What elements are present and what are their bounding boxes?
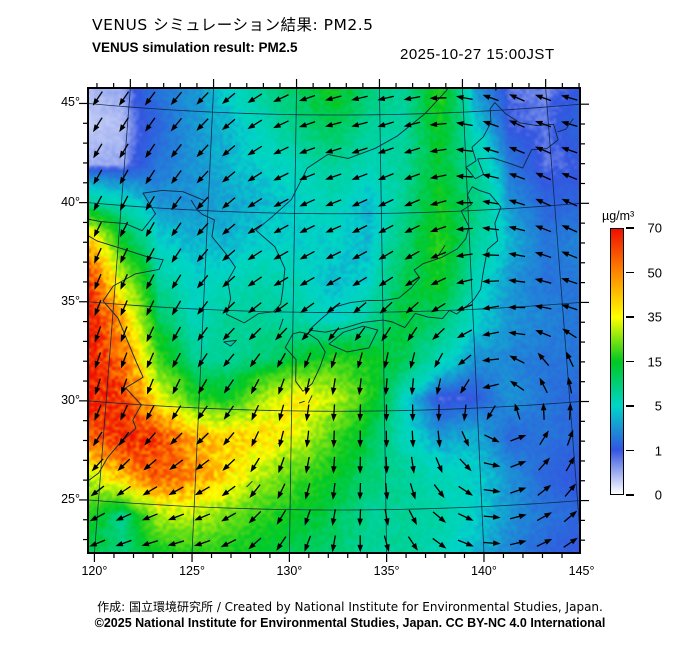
page-title-japanese: VENUS シミュレーション結果: PM2.5 [92,16,374,34]
colorbar-tick [626,316,634,318]
lon-axis-label: 120° [81,564,108,578]
colorbar-tick [626,360,634,363]
lat-axis-label: 40° [61,194,80,209]
lon-axis-label: 135° [373,564,400,578]
colorbar [610,228,624,495]
colorbar-tick [626,494,634,496]
forecast-datetime: 2025-10-27 15:00JST [400,46,555,63]
lat-axis-label: 45° [61,95,80,110]
colorbar-tick [626,405,634,407]
lon-axis-label: 145° [568,564,595,578]
colorbar-tick-label: 70 [647,220,662,236]
page-title-english: VENUS simulation result: PM2.5 [92,40,298,55]
colorbar-unit-label: µg/m³ [602,209,635,223]
footer-license: ©2025 National Institute for Environment… [94,616,606,630]
lat-axis-label: 30° [61,392,80,407]
colorbar-tick [626,271,634,274]
colorbar-tick [626,227,634,229]
lat-axis-label: 35° [61,293,80,308]
lon-axis-label: 130° [276,564,303,578]
lon-axis-label: 125° [179,564,205,578]
colorbar-tick-label: 1 [654,443,662,458]
footer-credit: 作成: 国立環境研究所 / Created by National Instit… [97,600,603,614]
colorbar-tick-label: 0 [654,487,662,503]
colorbar-tick-label: 5 [654,398,662,414]
lon-axis-label: 140° [471,564,497,578]
colorbar-tick-label: 15 [647,354,662,369]
colorbar-tick-label: 50 [647,265,662,280]
colorbar-tick-label: 35 [647,309,662,325]
lat-axis-label: 25° [61,491,80,506]
colorbar-tick [626,449,634,452]
